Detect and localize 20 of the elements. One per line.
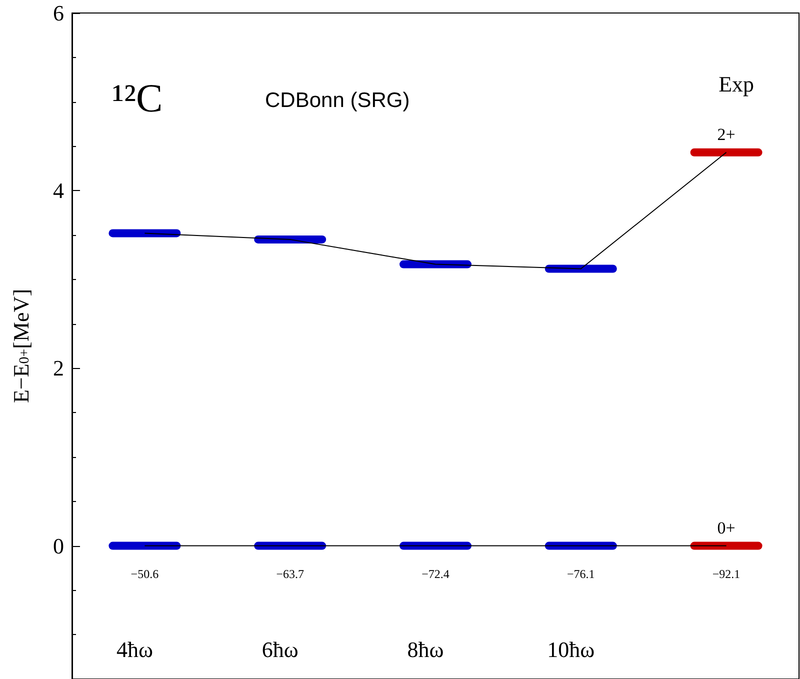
x-tick-label: 8ħω <box>407 637 444 662</box>
y-tick-label: 4 <box>53 178 64 204</box>
annotation: −92.1 <box>712 566 740 581</box>
x-tick-label: Exp <box>718 72 754 97</box>
text: CDBonn (SRG) <box>265 89 410 112</box>
annotation: −72.4 <box>422 566 450 581</box>
y-tick-label: 2 <box>53 356 64 381</box>
y-tick-label: 6 <box>53 0 64 26</box>
line-series <box>144 152 727 270</box>
x-tick-label: 10ħω <box>547 637 595 662</box>
y-tick-label: 0 <box>53 533 64 558</box>
annotation: −50.6 <box>130 566 159 581</box>
series-label: 0+ <box>717 518 736 538</box>
text: ¹²C <box>112 76 163 120</box>
x-tick-label: 6ħω <box>262 637 298 662</box>
y-axis-title: E−E0+[MeV] <box>8 288 34 404</box>
x-tick-label: 4ħω <box>116 637 153 662</box>
annotation: −76.1 <box>567 566 595 581</box>
annotation: −63.7 <box>276 566 304 581</box>
series-label: 2+ <box>717 124 736 144</box>
